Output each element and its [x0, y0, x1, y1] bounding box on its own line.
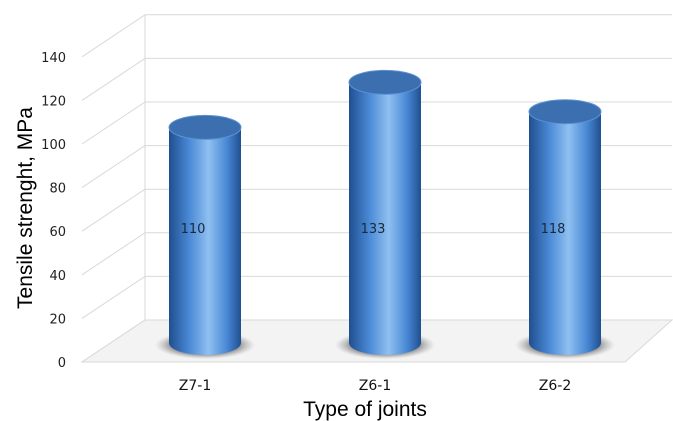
- data-label: 133: [361, 222, 386, 237]
- y-tick-label: 100: [41, 138, 66, 153]
- x-tick-label: Z7-1: [179, 378, 211, 394]
- bar-body: [529, 111, 601, 355]
- bar-top: [348, 69, 422, 95]
- y-tick-label: 40: [49, 269, 66, 284]
- bars: 110 133 118: [155, 69, 615, 359]
- x-axis-ticks: Z7-1 Z6-1 Z6-2: [179, 378, 571, 394]
- bar-z6-2: 118: [515, 99, 615, 359]
- bar-top: [528, 99, 602, 125]
- y-axis-title: Tensile strenght, MPa: [14, 107, 37, 309]
- bar-z6-1: 133: [335, 69, 435, 359]
- y-tick-label: 60: [49, 225, 66, 240]
- y-tick-label: 0: [58, 356, 66, 371]
- y-tick-label: 20: [49, 312, 66, 327]
- gridline-side: [81, 14, 146, 58]
- x-axis-title: Type of joints: [303, 398, 427, 421]
- gridline-side: [81, 101, 146, 145]
- x-tick-label: Z6-1: [359, 378, 391, 394]
- data-label: 118: [541, 222, 566, 237]
- gridline-side: [81, 57, 146, 101]
- bar-body: [169, 127, 241, 356]
- data-label: 110: [181, 222, 206, 237]
- y-tick-label: 140: [41, 51, 66, 66]
- gridline-side: [81, 188, 146, 232]
- gridline-side: [81, 275, 146, 319]
- gridline-side: [81, 145, 146, 189]
- gridline-side: [81, 319, 146, 363]
- y-tick-label: 80: [49, 182, 66, 197]
- y-tick-label: 120: [41, 94, 66, 109]
- bar-body: [349, 82, 421, 355]
- bar-top: [168, 114, 242, 140]
- bar-z7-1: 110: [155, 114, 255, 359]
- y-axis-ticks: 0 20 40 60 80 100 120 140: [41, 51, 66, 371]
- x-tick-label: Z6-2: [539, 378, 571, 394]
- gridline-side: [81, 232, 146, 276]
